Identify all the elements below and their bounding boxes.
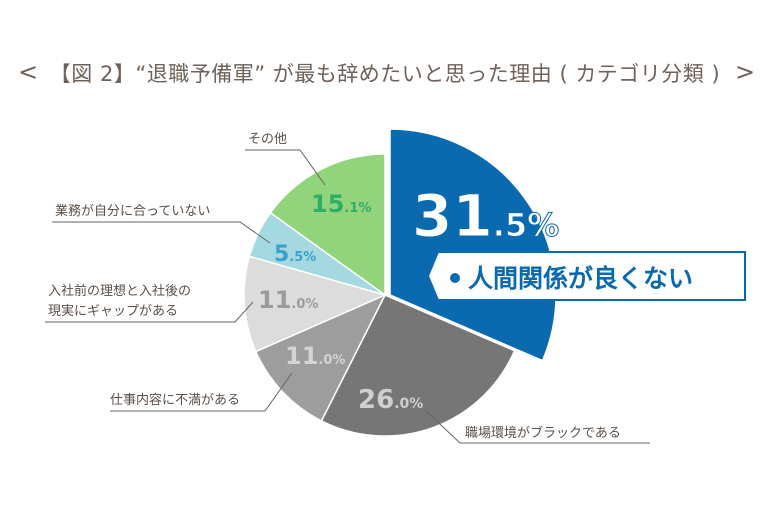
leader-line-gap — [45, 301, 254, 323]
label-gap-line2: 現実にギャップがある — [48, 303, 178, 319]
pie-slice-1 — [320, 294, 516, 437]
pie-slice-0 — [389, 128, 557, 362]
leader-line-mismatch — [52, 221, 271, 244]
pct-content: 11.0% — [285, 342, 345, 370]
bullet-icon — [450, 273, 460, 283]
pie-slice-2 — [254, 293, 387, 422]
chart-title: 【図 2】“退職予備軍” が最も辞めたいと思った理由 ( カテゴリ分類 ) — [49, 62, 721, 86]
pct-gap: 11.0% — [258, 286, 318, 314]
next-arrow[interactable]: > — [735, 58, 756, 86]
leader-line-content — [110, 372, 293, 412]
leader-line-other — [245, 149, 326, 186]
label-environment: 職場環境がブラックである — [465, 425, 621, 441]
pct-environment: 26.0% — [358, 385, 423, 415]
leader-line-environment — [424, 409, 650, 444]
callout-label: 人間関係が良くない — [468, 264, 693, 293]
pct-mismatch: 5.5% — [274, 242, 316, 267]
prev-arrow[interactable]: < — [18, 58, 39, 86]
pct-relationships: 31.5% — [412, 182, 559, 250]
label-gap-line1: 入社前の理想と入社後の — [48, 283, 191, 299]
pct-other: 15.1% — [311, 190, 371, 218]
label-mismatch: 業務が自分に合っていない — [55, 203, 210, 219]
label-other: その他 — [248, 132, 287, 147]
pie-slice-5 — [269, 153, 386, 297]
callout-box — [426, 251, 746, 301]
label-content: 仕事内容に不満がある — [110, 392, 240, 408]
pie-slice-3 — [243, 255, 388, 353]
